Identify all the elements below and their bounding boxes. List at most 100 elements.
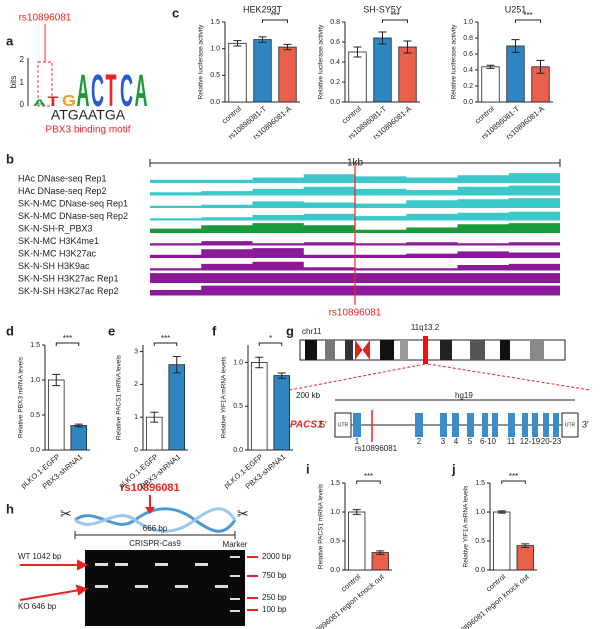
significance-bracket — [55, 342, 80, 346]
crispr-diagram: ✂ ✂ — [19, 495, 258, 626]
snp-label: rs10896081 — [329, 308, 382, 319]
gene-name: PACS1 — [290, 420, 323, 431]
panel-label: e — [108, 323, 115, 338]
snp-label: rs10896081 — [19, 13, 72, 24]
bar — [348, 51, 367, 103]
chart-title: U251 — [505, 4, 527, 14]
error-bar — [283, 43, 292, 51]
ladder-label: 100 bp — [262, 605, 287, 614]
significance: *** — [161, 334, 170, 343]
y-tick-label: 0.2 — [463, 83, 473, 90]
panel-label: b — [6, 151, 14, 166]
chromosome: chr11 — [302, 327, 322, 336]
exon-label: 11 — [507, 437, 516, 446]
logo-letter: T — [48, 95, 59, 109]
bar — [481, 66, 500, 103]
panel-label: d — [6, 323, 14, 338]
exon-label: 1 — [355, 437, 360, 446]
track-label: SK-N-SH H3K9ac — [18, 261, 90, 271]
significance: * — [269, 334, 272, 343]
y-tick-label: 0.0 — [210, 99, 220, 106]
y-tick-label: 0.4 — [463, 67, 473, 74]
significance-bracket — [356, 480, 381, 484]
ladder-label: 250 bp — [262, 593, 287, 602]
svg-text:✂: ✂ — [60, 506, 72, 522]
y-tick-label: 1.0 — [475, 509, 485, 516]
utr: UTR — [565, 422, 576, 428]
bar — [47, 379, 65, 451]
y-tick-label: 0.2 — [330, 79, 340, 86]
axis-label: bits — [9, 76, 18, 88]
y-tick-label: 1.5 — [30, 342, 40, 349]
exon-label: 6-10 — [480, 437, 497, 446]
y-axis-label: Relative luciferase activity — [318, 24, 325, 100]
panel-label: f — [212, 323, 217, 338]
panel-label: j — [451, 461, 456, 476]
significance-bracket — [153, 342, 178, 346]
error-bar — [52, 373, 61, 387]
y-axis-label: Relative PACS1 mRNA levels — [116, 354, 123, 440]
track-label: SK-N-MC H3K27ac — [18, 248, 97, 258]
snp-label: rs10896081 — [120, 482, 179, 494]
x-tick-label: PBX3-shRNA1 — [41, 452, 85, 491]
track-label: SK-N-MC H3K4me1 — [18, 236, 99, 246]
y-tick-label: 1.5 — [210, 19, 220, 26]
bar — [506, 45, 525, 103]
y-tick-label: 0.0 — [330, 567, 340, 574]
y-tick-label: 3 — [134, 348, 138, 355]
chromosome — [289, 336, 591, 442]
snp-line — [149, 159, 561, 305]
logo-letter: T — [106, 67, 117, 117]
bar — [373, 37, 392, 103]
ko-label: KO 646 bp — [18, 602, 57, 611]
error-bar — [74, 423, 83, 428]
y-tick-label: 0.5 — [330, 538, 340, 545]
track-label: HAc DNase-seq Rep1 — [18, 173, 107, 183]
scale: 200 kb — [296, 391, 321, 400]
track-label: SK-N-MC DNase-seq Rep2 — [18, 211, 128, 221]
y-tick-label: 2 — [134, 381, 138, 388]
error-bar — [486, 64, 495, 69]
track-label: SK-N-SH H3K27ac Rep1 — [18, 273, 119, 283]
exon-label: 3 — [441, 437, 446, 446]
y-tick-label: 1.0 — [330, 509, 340, 516]
y-tick-label: 0.0 — [475, 567, 485, 574]
y-tick-label: 0.6 — [330, 39, 340, 46]
track-label: SK-N-SH H3K27ac Rep2 — [18, 286, 119, 296]
bar — [253, 39, 272, 103]
wt-label: WT 1042 bp — [18, 552, 62, 561]
y-tick-label: 0.0 — [463, 99, 473, 106]
motif-caption: PBX3 binding motif — [45, 125, 130, 136]
panel-label: i — [306, 461, 310, 476]
exon-label: 20-23 — [541, 437, 562, 446]
significance: *** — [390, 11, 399, 20]
significance-bracket — [258, 342, 283, 346]
error-bar — [172, 355, 181, 374]
panel-label: a — [6, 33, 14, 48]
y-axis-label: Relative luciferase activity — [451, 24, 458, 100]
logo-letter: A — [135, 67, 148, 117]
y-tick-label: 1 — [20, 78, 25, 87]
y-tick-label: 0.5 — [475, 538, 485, 545]
y-tick-label: 0.0 — [233, 447, 243, 454]
y-tick-label: 0 — [20, 100, 25, 109]
tool: CRISPR-Cas9 — [129, 539, 181, 548]
error-bar — [536, 59, 545, 74]
bar — [273, 375, 291, 451]
y-tick-label: 0.4 — [330, 59, 340, 66]
ladder-label: 2000 bp — [262, 552, 291, 561]
utr: UTR — [338, 422, 349, 428]
track-label: SK-N-MC DNase-seq Rep1 — [18, 198, 128, 208]
exon-label: 4 — [454, 437, 459, 446]
significance: *** — [270, 11, 279, 20]
y-tick-label: 0.5 — [233, 403, 243, 410]
length: 666 bp — [143, 524, 168, 533]
error-bar — [378, 31, 387, 45]
significance: *** — [63, 334, 72, 343]
bar — [398, 46, 417, 103]
error-bar — [150, 411, 159, 423]
error-bar — [233, 40, 242, 47]
logo-letter: A — [33, 98, 46, 108]
marker: Marker — [223, 540, 248, 549]
